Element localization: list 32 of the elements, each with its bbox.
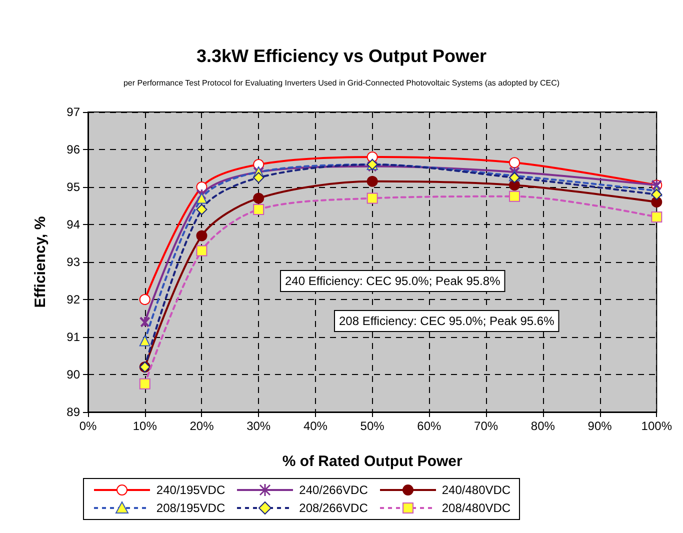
x-tick-label: 10% (132, 419, 158, 433)
y-tick-label: 91 (66, 330, 80, 344)
legend-label: 208/266VDC (299, 501, 368, 515)
y-tick-label: 94 (66, 218, 80, 232)
chart-title: 3.3kW Efficiency vs Output Power (196, 46, 487, 66)
x-tick-label: 70% (474, 419, 498, 433)
chart-subtitle: per Performance Test Protocol for Evaluating Inverters Used in Grid-Connected Photovoltaic Systems (as adopted by CEC) (123, 78, 560, 88)
x-tick-label: 100% (641, 419, 672, 433)
y-tick-label: 96 (66, 142, 80, 156)
y-tick-label: 97 (66, 105, 80, 119)
x-tick-label: 80% (530, 419, 556, 433)
x-tick-label: 90% (588, 419, 612, 433)
y-tick-label: 89 (66, 405, 80, 419)
annotation: 208 Efficiency: CEC 95.0%; Peak 95.6% (339, 314, 555, 328)
legend-label: 240/195VDC (156, 483, 226, 497)
x-tick-label: 20% (190, 419, 214, 433)
x-axis-title: % of Rated Output Power (282, 453, 462, 470)
legend-label: 208/195VDC (156, 501, 226, 515)
y-tick-label: 95 (66, 180, 80, 194)
annotation: 240 Efficiency: CEC 95.0%; Peak 95.8% (285, 274, 501, 288)
x-tick-label: 60% (417, 419, 442, 433)
y-axis-title: Efficiency, % (32, 216, 49, 308)
x-tick-label: 0% (79, 419, 97, 433)
x-tick-label: 40% (303, 419, 328, 433)
x-tick-label: 30% (246, 419, 271, 433)
x-tick-label: 50% (360, 419, 385, 433)
y-tick-label: 92 (66, 292, 80, 306)
legend-label: 240/480VDC (442, 483, 511, 497)
y-tick-label: 90 (66, 368, 80, 382)
legend-label: 240/266VDC (299, 483, 368, 497)
y-tick-label: 93 (66, 255, 80, 269)
legend-label: 208/480VDC (442, 501, 511, 515)
